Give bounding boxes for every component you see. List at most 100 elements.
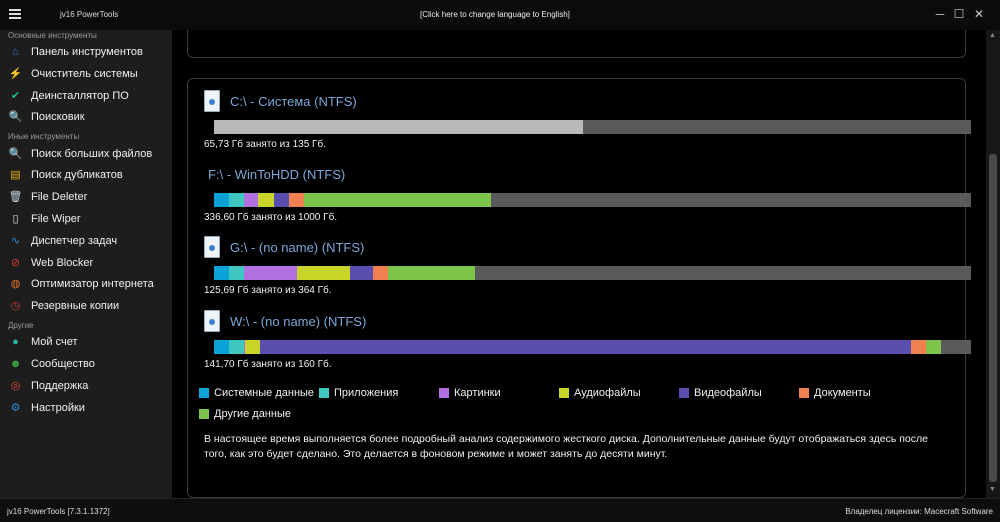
drive-c-icon [204, 90, 220, 112]
legend-label: Документы [814, 387, 871, 399]
usage-segment-apps [229, 266, 245, 280]
sidebar: Основные инструменты ⌂ Панель инструмент… [0, 30, 172, 498]
usage-segment-pictures [244, 340, 245, 354]
sidebar-item-dashboard[interactable]: ⌂ Панель инструментов [0, 43, 172, 63]
sidebar-item-label: Поисковик [31, 111, 85, 123]
usage-segment-video [260, 340, 912, 354]
sidebar-item-uninstaller[interactable]: ✔ Деинсталлятор ПО [0, 87, 172, 107]
drive-w-title: W:\ - (no name) (NTFS) [230, 314, 367, 329]
title-bar: jv16 PowerTools [Click here to change la… [0, 0, 1000, 30]
sidebar-item-duplicate-finder[interactable]: ▤ Поиск дубликатов [0, 166, 172, 186]
sidebar-item-label: Очиститель системы [31, 68, 138, 80]
hamburger-menu-icon[interactable] [9, 9, 21, 19]
community-icon: ☻ [9, 358, 22, 370]
legend-swatch [679, 388, 689, 398]
sidebar-item-big-file-finder[interactable]: 🔍 Поиск больших файлов [0, 145, 172, 165]
sidebar-item-file-wiper[interactable]: ▯ File Wiper [0, 210, 172, 230]
sidebar-section-misc: Другие [8, 321, 34, 330]
account-icon: ● [12, 336, 19, 348]
lifebuoy-icon: ◎ [10, 380, 21, 392]
sidebar-item-label: Поиск дубликатов [31, 169, 123, 181]
usage-segment-audio [297, 266, 351, 280]
usage-segment-other [304, 193, 492, 207]
sidebar-item-label: Web Blocker [31, 257, 94, 269]
drive-g-usage-bar [214, 266, 971, 280]
legend-swatch [199, 409, 209, 419]
sidebar-section-other-tools: Иные инструменты [8, 132, 80, 141]
activity-icon: ∿ [10, 235, 21, 247]
drive-g-icon [204, 236, 220, 258]
scroll-up-icon[interactable]: ▲ [989, 32, 996, 39]
sidebar-item-label: File Wiper [31, 213, 81, 225]
drive-g-title: G:\ - (no name) (NTFS) [230, 240, 365, 255]
usage-segment-video [350, 266, 373, 280]
legend-swatch [799, 388, 809, 398]
legend-label: Аудиофайлы [574, 387, 641, 399]
usage-segment-system [214, 340, 230, 354]
usage-segment-audio [245, 340, 261, 354]
legend-swatch [559, 388, 569, 398]
usage-segment-apps [229, 193, 245, 207]
scrollbar-thumb[interactable] [989, 154, 997, 482]
sidebar-item-internet-optimizer[interactable]: ◍ Оптимизатор интернета [0, 275, 172, 295]
maximize-icon[interactable]: ☐ [953, 7, 965, 21]
sidebar-item-label: Оптимизатор интернета [31, 278, 154, 290]
sidebar-item-settings[interactable]: ⚙ Настройки [0, 399, 172, 419]
legend-label: Видеофайлы [694, 387, 762, 399]
sidebar-item-my-account[interactable]: ● Мой счет [0, 333, 172, 353]
sidebar-item-backups[interactable]: ◷ Резервные копии [0, 297, 172, 317]
sidebar-item-label: Диспетчер задач [31, 235, 118, 247]
change-language-link[interactable]: [Click here to change language to Englis… [420, 10, 570, 19]
globe-icon: ◍ [10, 278, 21, 290]
magnifier-icon: 🔍 [8, 111, 23, 123]
gear-icon: ⚙ [10, 402, 21, 414]
sidebar-item-finder[interactable]: 🔍 Поисковик [0, 108, 172, 128]
drive-f-title: F:\ - WinToHDD (NTFS) [208, 167, 346, 182]
check-circle-icon: ✔ [10, 90, 21, 102]
legend-swatch [319, 388, 329, 398]
scroll-down-icon[interactable]: ▼ [989, 486, 996, 493]
sidebar-section-main: Основные инструменты [8, 31, 97, 40]
drive-g-usage-text: 125,69 Гб занято из 364 Гб. [204, 285, 332, 296]
drive-c-usage-text: 65,73 Гб занято из 135 Гб. [204, 139, 326, 150]
backup-clock-icon: ◷ [10, 300, 21, 312]
drive-w-usage-bar [214, 340, 971, 354]
close-icon[interactable]: ✕ [973, 7, 985, 21]
sidebar-item-web-blocker[interactable]: ⊘ Web Blocker [0, 254, 172, 274]
license-text: Владелец лицензии: Macecraft Software [845, 507, 993, 516]
vertical-scrollbar[interactable]: ▲ ▼ [986, 30, 1000, 498]
main-content: C:\ - Система (NTFS) 65,73 Гб занято из … [172, 30, 986, 498]
blocked-icon: ⊘ [10, 257, 21, 269]
legend-label: Системные данные [214, 387, 315, 399]
version-text: jv16 PowerTools [7.3.1.1372] [7, 507, 110, 516]
sidebar-item-label: Резервные копии [31, 300, 120, 312]
disk-usage-panel: C:\ - Система (NTFS) 65,73 Гб занято из … [187, 78, 971, 498]
usage-segment-audio [257, 193, 274, 207]
home-icon: ⌂ [12, 46, 19, 58]
sidebar-item-community[interactable]: ☻ Сообщество [0, 355, 172, 375]
drive-c-title: C:\ - Система (NTFS) [230, 94, 357, 109]
sidebar-item-support[interactable]: ◎ Поддержка [0, 377, 172, 397]
legend-label: Картинки [454, 387, 501, 399]
sidebar-item-file-deleter[interactable]: 🗑 File Deleter [0, 188, 172, 208]
previous-panel [187, 30, 966, 58]
usage-segment-system [214, 193, 230, 207]
analysis-note: В настоящее время выполняется более подр… [204, 433, 928, 460]
sidebar-item-task-manager[interactable]: ∿ Диспетчер задач [0, 232, 172, 252]
sidebar-item-label: File Deleter [31, 191, 88, 203]
trash-icon: 🗑 [8, 191, 23, 203]
minimize-icon[interactable]: ─ [935, 7, 945, 21]
drive-c-usage-bar [214, 120, 971, 134]
usage-segment-apps [229, 340, 245, 354]
sidebar-item-label: Сообщество [31, 358, 95, 370]
usage-segment-used_plain [214, 120, 583, 134]
usage-segment-video [273, 193, 289, 207]
usage-segment-pictures [244, 266, 298, 280]
legend-swatch [199, 388, 209, 398]
sidebar-item-system-cleaner[interactable]: ⚡ Очиститель системы [0, 65, 172, 85]
drive-w-icon [204, 310, 220, 332]
legend-swatch [439, 388, 449, 398]
usage-segment-documents [372, 266, 389, 280]
magnifier-icon: 🔍 [8, 148, 23, 160]
sidebar-item-label: Мой счет [31, 336, 78, 348]
